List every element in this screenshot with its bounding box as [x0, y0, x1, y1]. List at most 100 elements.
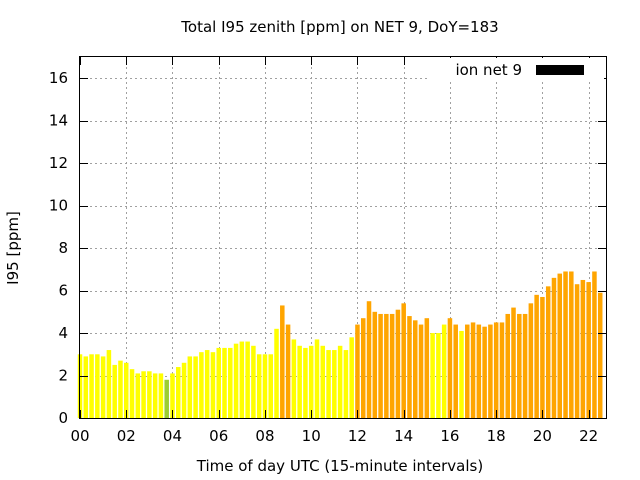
- chart-title: Total I95 zenith [ppm] on NET 9, DoY=183: [180, 18, 498, 36]
- bar: [447, 318, 453, 418]
- bar: [522, 313, 528, 418]
- y-tick-label: 10: [49, 197, 68, 215]
- bar: [597, 292, 603, 418]
- plot-frame: [79, 56, 607, 419]
- bar: [493, 322, 499, 418]
- bar: [262, 354, 268, 418]
- bar: [360, 318, 366, 418]
- bar: [459, 330, 464, 418]
- legend-label: ion net 9: [455, 61, 522, 79]
- bar: [337, 345, 343, 418]
- bar: [470, 322, 476, 418]
- bar: [170, 373, 175, 418]
- bar: [285, 324, 291, 418]
- x-tick-label: 10: [302, 427, 321, 445]
- bar: [158, 373, 164, 418]
- x-tick-label: 22: [579, 427, 598, 445]
- bar: [123, 362, 129, 418]
- bar: [280, 305, 285, 418]
- bar: [378, 313, 383, 418]
- bar: [343, 350, 349, 418]
- x-tick-label: 08: [255, 427, 274, 445]
- bar: [551, 277, 557, 418]
- bar: [418, 324, 424, 418]
- bar: [517, 313, 522, 418]
- bar: [326, 350, 331, 418]
- bar: [563, 271, 568, 418]
- bar: [424, 318, 430, 418]
- bar: [176, 367, 181, 418]
- y-tick-label: 12: [49, 154, 68, 172]
- bar: [199, 352, 204, 418]
- bar: [407, 316, 412, 418]
- bar: [488, 324, 493, 418]
- y-tick-label: 2: [58, 367, 68, 385]
- bar: [112, 364, 117, 418]
- y-tick-label: 14: [49, 112, 68, 130]
- bar: [586, 282, 591, 418]
- bar: [557, 273, 563, 418]
- bar: [465, 324, 470, 418]
- bar: [129, 369, 135, 418]
- bar: [534, 294, 539, 418]
- bar: [228, 347, 233, 418]
- bar: [436, 333, 441, 418]
- bar: [574, 284, 580, 418]
- bar: [77, 354, 83, 418]
- bar: [441, 324, 447, 418]
- bar: [89, 354, 94, 418]
- x-tick-label: 00: [70, 427, 89, 445]
- x-tick-label: 02: [117, 427, 136, 445]
- bar: [274, 328, 279, 418]
- bar: [106, 350, 112, 418]
- bar: [135, 373, 141, 418]
- x-tick-label: 04: [163, 427, 182, 445]
- bar: [569, 271, 574, 418]
- bar: [366, 301, 372, 418]
- bar: [268, 354, 273, 418]
- bar: [256, 354, 262, 418]
- bar: [216, 347, 221, 418]
- bar: [95, 354, 100, 418]
- bar: [482, 326, 487, 418]
- bar: [372, 311, 378, 418]
- bar: [528, 303, 534, 418]
- bar: [239, 341, 245, 418]
- y-tick-label: 4: [58, 324, 68, 342]
- y-tick-label: 16: [49, 69, 68, 87]
- bar: [308, 345, 314, 418]
- bar: [384, 313, 389, 418]
- x-tick-label: 12: [348, 427, 367, 445]
- y-tick-label: 8: [58, 239, 68, 257]
- bar: [141, 371, 146, 418]
- bar: [100, 356, 106, 418]
- bar: [580, 279, 586, 418]
- bar: [413, 320, 418, 418]
- bar: [152, 373, 158, 418]
- x-tick-label: 06: [209, 427, 228, 445]
- y-tick-label: 6: [58, 282, 68, 300]
- bar: [355, 324, 360, 418]
- bar: [395, 309, 401, 418]
- y-axis-label: I95 [ppm]: [4, 211, 22, 285]
- bar: [511, 307, 516, 418]
- bar: [297, 345, 302, 418]
- x-tick-label: 20: [533, 427, 552, 445]
- bar: [193, 356, 198, 418]
- legend: ion net 9: [430, 58, 604, 80]
- bar: [291, 339, 297, 418]
- bar: [453, 324, 458, 418]
- bar: [476, 324, 482, 418]
- bar: [187, 356, 193, 418]
- bar: [505, 313, 510, 418]
- bar: [540, 296, 545, 418]
- y-tick-label: 0: [58, 409, 68, 427]
- bar: [499, 322, 505, 418]
- bar: [251, 345, 256, 418]
- bars: [77, 271, 603, 418]
- bar: [314, 339, 320, 418]
- bar: [592, 271, 597, 418]
- bar: [118, 360, 123, 418]
